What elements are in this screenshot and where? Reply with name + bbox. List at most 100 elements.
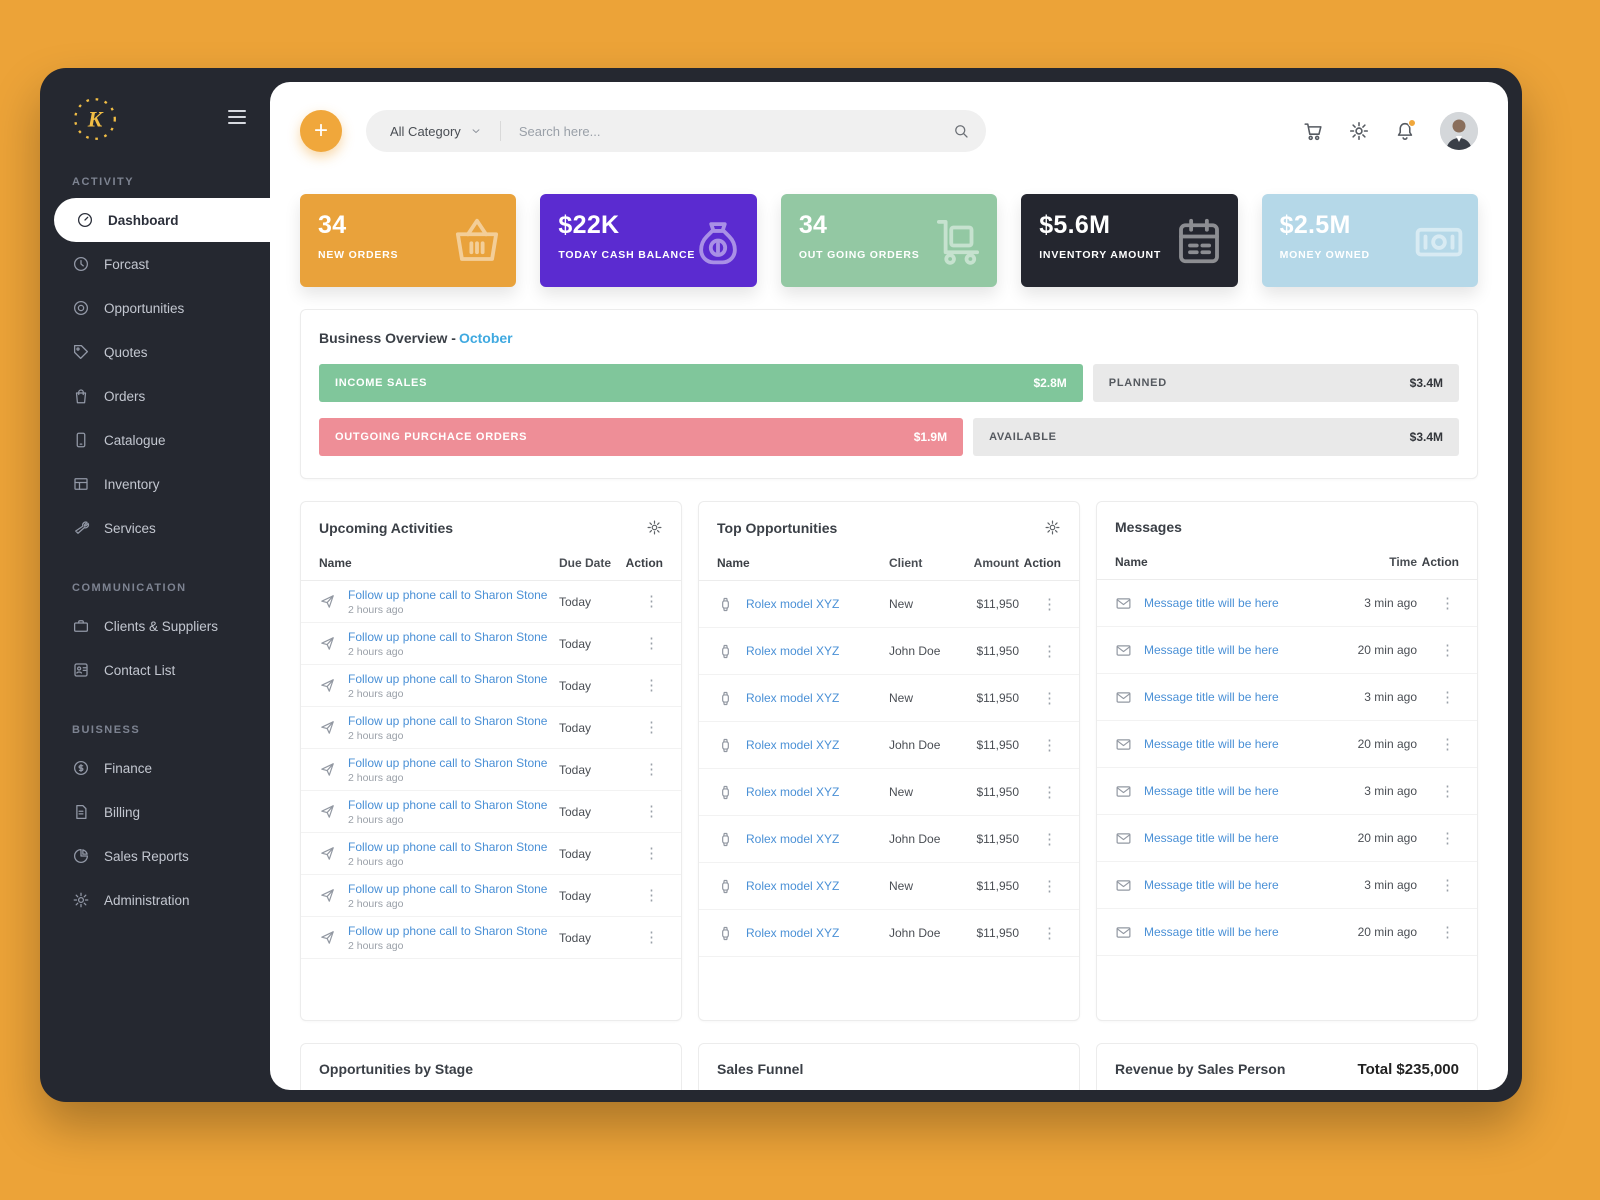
kpi-card[interactable]: 34 OUT GOING ORDERS [780,194,998,287]
opportunity-link[interactable]: Rolex model XYZ [746,738,840,752]
kebab-menu-icon[interactable]: ⋮ [644,887,659,904]
message-link[interactable]: Message title will be here [1144,784,1279,798]
kebab-menu-icon[interactable]: ⋮ [644,929,659,946]
kebab-menu-icon[interactable]: ⋮ [1440,782,1455,800]
opportunity-link[interactable]: Rolex model XYZ [746,644,840,658]
activity-link[interactable]: Follow up phone call to Sharon Stone [348,923,548,938]
table-header: Name Due Date Action [301,548,681,581]
sidebar-item-catalogue[interactable]: Catalogue [40,418,270,462]
kebab-menu-icon[interactable]: ⋮ [644,803,659,820]
panel-settings-icon[interactable] [1044,519,1061,536]
sidebar-item-quotes[interactable]: Quotes [40,330,270,374]
message-link[interactable]: Message title will be here [1144,925,1279,939]
sidebar-item-label: Billing [104,804,141,820]
activity-link[interactable]: Follow up phone call to Sharon Stone [348,839,548,854]
activity-due-date: Today [559,720,592,735]
banknote-icon [1412,214,1466,268]
sidebar-item-label: Contact List [104,662,176,678]
activity-link[interactable]: Follow up phone call to Sharon Stone [348,755,548,770]
sidebar-item-clients-suppliers[interactable]: Clients & Suppliers [40,604,270,648]
panel-settings-icon[interactable] [646,519,663,536]
opportunity-link[interactable]: Rolex model XYZ [746,597,840,611]
kebab-menu-icon[interactable]: ⋮ [644,593,659,610]
kebab-menu-icon[interactable]: ⋮ [644,677,659,694]
kebab-menu-icon[interactable]: ⋮ [644,635,659,652]
category-dropdown[interactable]: All Category [390,124,482,139]
sidebar-item-billing[interactable]: Billing [40,790,270,834]
kebab-menu-icon[interactable]: ⋮ [1042,877,1057,895]
opportunity-link[interactable]: Rolex model XYZ [746,832,840,846]
logo-sun-icon: K [74,98,116,140]
kpi-card[interactable]: $5.6M INVENTORY AMOUNT [1021,194,1238,287]
message-link[interactable]: Message title will be here [1144,878,1279,892]
opportunity-client: John Doe [889,832,941,846]
opportunity-link[interactable]: Rolex model XYZ [746,785,840,799]
sidebar-item-sales-reports[interactable]: Sales Reports [40,834,270,878]
kebab-menu-icon[interactable]: ⋮ [1042,736,1057,754]
kebab-menu-icon[interactable]: ⋮ [1440,923,1455,941]
kebab-menu-icon[interactable]: ⋮ [644,845,659,862]
activity-link[interactable]: Follow up phone call to Sharon Stone [348,671,548,686]
add-button[interactable]: + [300,110,342,152]
sidebar-item-contact-list[interactable]: Contact List [40,648,270,692]
kebab-menu-icon[interactable]: ⋮ [1042,689,1057,707]
activity-link[interactable]: Follow up phone call to Sharon Stone [348,587,548,602]
sidebar-item-finance[interactable]: Finance [40,746,270,790]
kebab-menu-icon[interactable]: ⋮ [1042,595,1057,613]
send-icon [319,719,336,736]
search-input[interactable] [518,123,944,139]
kebab-menu-icon[interactable]: ⋮ [644,719,659,736]
kebab-menu-icon[interactable]: ⋮ [1440,876,1455,894]
activity-link[interactable]: Follow up phone call to Sharon Stone [348,713,548,728]
kebab-menu-icon[interactable]: ⋮ [1042,783,1057,801]
kebab-menu-icon[interactable]: ⋮ [1042,642,1057,660]
message-link[interactable]: Message title will be here [1144,831,1279,845]
app-logo[interactable]: K [70,94,120,144]
activity-timestamp: 2 hours ago [348,729,404,742]
opportunity-link[interactable]: Rolex model XYZ [746,691,840,705]
sidebar-item-services[interactable]: Services [40,506,270,550]
sidebar-item-label: Services [104,520,156,536]
activity-link[interactable]: Follow up phone call to Sharon Stone [348,797,548,812]
bell-icon[interactable] [1394,119,1416,142]
envelope-icon [1115,877,1132,894]
opportunity-link[interactable]: Rolex model XYZ [746,926,840,940]
kpi-card[interactable]: $22K TODAY CASH BALANCE [540,194,757,287]
message-row: Message title will be here 20 min ago ⋮ [1097,815,1477,862]
activity-link[interactable]: Follow up phone call to Sharon Stone [348,629,548,644]
sidebar-item-orders[interactable]: Orders [40,374,270,418]
kpi-card[interactable]: 34 NEW ORDERS [300,194,517,287]
kpi-card[interactable]: $2.5M MONEY OWNED [1261,194,1479,287]
topbar-actions [1302,112,1478,150]
opportunity-row: Rolex model XYZ John Doe $11,950 ⋮ [699,628,1079,675]
sidebar-item-dashboard[interactable]: Dashboard [54,198,270,242]
kebab-menu-icon[interactable]: ⋮ [644,761,659,778]
kebab-menu-icon[interactable]: ⋮ [1440,688,1455,706]
search-icon[interactable] [944,114,978,148]
kebab-menu-icon[interactable]: ⋮ [1440,829,1455,847]
send-icon [319,845,336,862]
message-link[interactable]: Message title will be here [1144,690,1279,704]
gear-icon[interactable] [1348,120,1370,142]
kebab-menu-icon[interactable]: ⋮ [1440,641,1455,659]
activity-timestamp: 2 hours ago [348,771,404,784]
sidebar-item-opportunities[interactable]: Opportunities [40,286,270,330]
kebab-menu-icon[interactable]: ⋮ [1042,924,1057,942]
activity-due-date: Today [559,930,592,945]
message-link[interactable]: Message title will be here [1144,643,1279,657]
opportunity-link[interactable]: Rolex model XYZ [746,879,840,893]
message-link[interactable]: Message title will be here [1144,596,1279,610]
sidebar-item-label: Inventory [104,476,160,492]
activity-link[interactable]: Follow up phone call to Sharon Stone [348,881,548,896]
kebab-menu-icon[interactable]: ⋮ [1042,830,1057,848]
user-avatar[interactable] [1440,112,1478,150]
sidebar-item-inventory[interactable]: Inventory [40,462,270,506]
menu-toggle-icon[interactable] [228,110,246,124]
bar-remainder-segment: AVAILABLE $3.4M [973,418,1459,456]
sidebar-item-forcast[interactable]: Forcast [40,242,270,286]
kebab-menu-icon[interactable]: ⋮ [1440,594,1455,612]
kebab-menu-icon[interactable]: ⋮ [1440,735,1455,753]
message-link[interactable]: Message title will be here [1144,737,1279,751]
cart-icon[interactable] [1302,120,1324,142]
sidebar-item-administration[interactable]: Administration [40,878,270,922]
